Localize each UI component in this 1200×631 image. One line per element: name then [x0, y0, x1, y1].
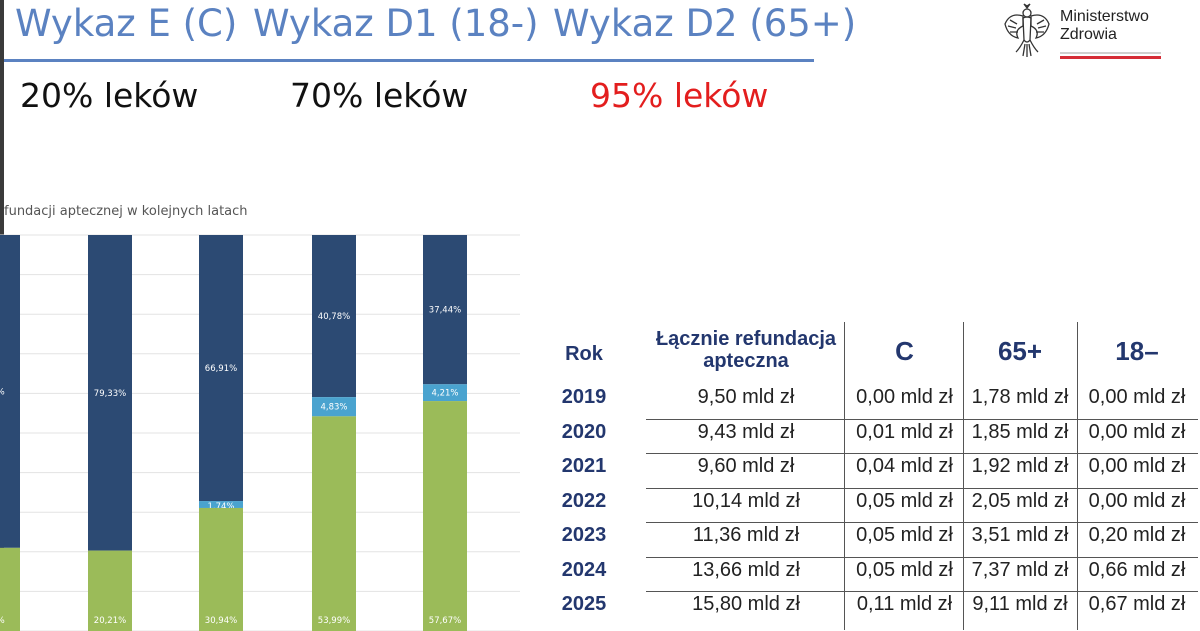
table-cell-value: 0,67 mld zł: [1088, 593, 1186, 615]
bar-segment-65plus: [199, 235, 243, 502]
table-row-divider: [646, 522, 1198, 523]
bar-segment-c: [312, 416, 356, 631]
table-cell-value: 3,51 mld zł: [971, 524, 1069, 546]
bar-segment-c: [423, 401, 467, 631]
table-cell-value: 11,36 mld zł: [692, 524, 800, 546]
table-cell-value: 9,60 mld zł: [697, 455, 795, 477]
flag-white-stripe: [1060, 52, 1161, 54]
bar-segment-c: [199, 507, 243, 631]
flag-red-stripe: [1060, 56, 1161, 59]
table-cell-year: 2025: [561, 593, 607, 615]
ministry-name-line2: Zdrowia: [1060, 26, 1117, 43]
table-row-divider: [646, 487, 1198, 489]
chart-title: fundacji aptecznej w kolejnych latach: [4, 204, 248, 219]
bar-segment-c: [88, 550, 132, 631]
table-cell-value: 0,20 mld zł: [1088, 524, 1186, 546]
bar-segment-65plus: [88, 235, 132, 551]
table-cell-value: 1,85 mld zł: [971, 420, 1069, 443]
table-cell-year: 2024: [561, 558, 607, 581]
column-header-c: C: [895, 336, 914, 366]
bar-label-65plus: 79,33%: [94, 389, 126, 399]
table-cell-value: 0,05 mld zł: [856, 558, 953, 581]
table-cell-year: 2021: [561, 455, 607, 477]
table-cell-year: 2019: [561, 386, 607, 408]
table-cell-value: 0,00 mld zł: [856, 386, 953, 408]
bar-segment-65plus: [0, 235, 20, 548]
bar-segment-18minus: [423, 384, 467, 402]
table-cell-value: 0,00 mld zł: [1088, 420, 1186, 443]
table-row-divider: [646, 418, 1198, 420]
column-header-rok: Rok: [565, 343, 603, 365]
table-cell-value: 0,05 mld zł: [856, 489, 953, 512]
table-row-divider: [646, 556, 1198, 558]
bar-segment-65plus: [312, 235, 356, 398]
ministry-name-line1: Ministerstwo: [1060, 8, 1149, 25]
percent-wykaz-d1: 70% leków: [290, 76, 469, 115]
heading-wykaz-e: Wykaz E (C): [15, 2, 238, 45]
bar-label-18minus: 4,21%: [431, 389, 458, 399]
table-row-divider: [646, 591, 1198, 592]
table-cell-value: 13,66 mld zł: [692, 558, 800, 581]
bar-label-18minus: 4,83%: [320, 403, 347, 413]
bar-label-c: 0%: [0, 616, 5, 626]
percent-wykaz-e: 20% leków: [20, 76, 199, 115]
bar-label-18minus: 1,74%: [207, 502, 234, 512]
table-cell-value: 9,43 mld zł: [697, 420, 795, 443]
table-cell-value: 15,80 mld zł: [692, 593, 800, 615]
bar-segment-18minus: [312, 397, 356, 417]
table-cell-value: 7,37 mld zł: [971, 558, 1069, 581]
bar-label-c: 53,99%: [318, 616, 350, 626]
table-cell-year: 2023: [561, 524, 607, 546]
table-cell-value: 0,05 mld zł: [856, 524, 953, 546]
heading-wykaz-d1: Wykaz D1 (18-): [253, 2, 539, 45]
bar-label-c: 57,67%: [429, 616, 461, 626]
table-cell-value: 9,50 mld zł: [697, 386, 795, 408]
table-cell-value: 0,66 mld zł: [1088, 558, 1186, 581]
stacked-bar-chart: 7%0%0%79,33%0,00%20,21%66,91%1,74%30,94%…: [0, 234, 520, 631]
polish-eagle-emblem-icon: [1004, 3, 1050, 57]
table-column-divider: [963, 322, 964, 630]
table-cell-value: 0,00 mld zł: [1088, 455, 1186, 477]
column-header-18: 18–: [1115, 336, 1159, 366]
table-cell-value: 10,14 mld zł: [692, 489, 800, 512]
table-column-divider: [1077, 322, 1078, 630]
table-cell-value: 2,05 mld zł: [971, 489, 1069, 512]
refund-table: Rok Łącznie refundacja apteczna C 65+ 18…: [548, 318, 1200, 631]
heading-wykaz-d2: Wykaz D2 (65+): [553, 2, 857, 45]
table-cell-year: 2022: [561, 489, 607, 512]
ministry-logo: Ministerstwo Zdrowia: [1000, 2, 1165, 60]
ministry-name: Ministerstwo Zdrowia: [1060, 8, 1149, 44]
table-column-divider: [844, 322, 845, 630]
table-cell-value: 0,01 mld zł: [856, 420, 953, 443]
column-header-65: 65+: [997, 336, 1043, 366]
bar-segment-65plus: [423, 235, 467, 385]
table-cell-value: 0,00 mld zł: [1088, 386, 1186, 408]
table-cell-value: 0,11 mld zł: [856, 593, 953, 615]
bar-segment-18minus: [199, 501, 243, 508]
bar-segment-c: [0, 547, 20, 631]
column-header-total: Łącznie refundacja apteczna: [655, 328, 837, 372]
bar-label-65plus: 7%: [0, 387, 5, 397]
bar-label-c: 30,94%: [205, 616, 237, 626]
table-cell-year: 2020: [561, 420, 607, 443]
table-row-divider: [646, 453, 1198, 454]
table-cell-value: 0,00 mld zł: [1088, 489, 1186, 512]
heading-divider: [4, 59, 814, 62]
table-cell-value: 9,11 mld zł: [972, 593, 1068, 615]
bar-label-65plus: 40,78%: [318, 312, 350, 322]
percent-wykaz-d2: 95% leków: [590, 76, 769, 115]
table-cell-value: 1,92 mld zł: [971, 455, 1069, 477]
bar-label-c: 20,21%: [94, 616, 126, 626]
bar-label-65plus: 66,91%: [205, 364, 237, 374]
table-cell-value: 0,04 mld zł: [856, 455, 953, 477]
bar-label-65plus: 37,44%: [429, 306, 461, 316]
table-cell-value: 1,78 mld zł: [971, 386, 1069, 408]
